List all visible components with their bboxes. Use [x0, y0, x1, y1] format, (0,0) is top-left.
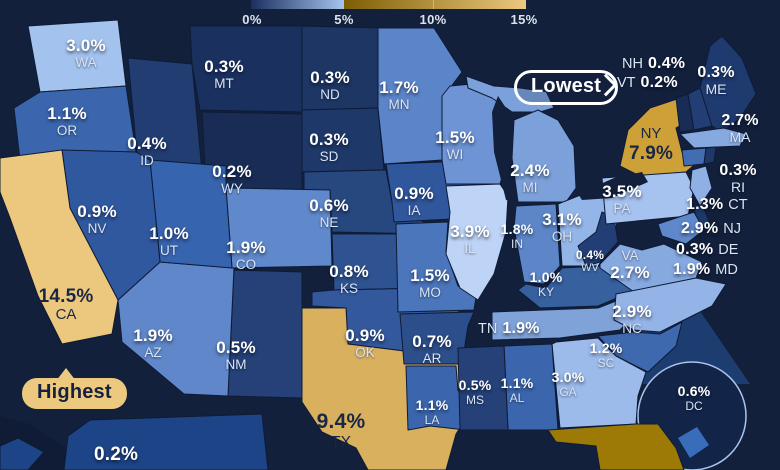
state-label-ky: 1.0% KY	[529, 269, 563, 299]
lowest-callout: Lowest	[514, 70, 619, 105]
state-label-md: 1.9% MD	[673, 261, 738, 278]
state-label-ny: NY 7.9%	[628, 125, 674, 164]
state-shape-ak	[63, 413, 269, 470]
state-label-ak: 0.2%	[93, 444, 139, 465]
state-label-al: 1.1% AL	[500, 375, 534, 405]
state-shape-nm	[227, 269, 303, 399]
state-label-ri: 0.3% RI	[719, 162, 757, 195]
state-label-ut: 1.0% UT	[149, 224, 189, 259]
state-label-nm: 0.5% NM	[216, 338, 256, 373]
state-label-sc: 1.2% SC	[589, 340, 623, 370]
state-label-ks: 0.8% KS	[329, 262, 369, 297]
state-label-nj: 2.9% NJ	[681, 220, 742, 237]
state-label-mt: 0.3% MT	[204, 57, 244, 92]
state-shape-ct	[681, 147, 707, 167]
state-label-dc: 0.6% DC	[677, 383, 711, 413]
state-label-ne: 0.6% NE	[309, 196, 349, 231]
state-label-sd: 0.3% SD	[309, 130, 349, 165]
state-shape-nc	[613, 277, 727, 333]
state-label-wi: 1.5% WI	[435, 128, 475, 163]
state-label-ma: 2.7% MA	[721, 112, 759, 145]
state-shape-mt	[189, 25, 303, 113]
state-label-de: 0.3% DE	[676, 241, 739, 258]
state-label-tx: 9.4% TX	[316, 410, 366, 451]
state-shape-in	[513, 203, 561, 285]
state-shape-ma	[679, 127, 747, 149]
state-shape-va	[599, 243, 703, 293]
state-label-nc: 2.9% NC	[612, 302, 652, 337]
state-label-pa: 3.5% PA	[602, 182, 642, 217]
state-label-co: 1.9% CO	[226, 238, 266, 273]
state-shape-nj	[689, 165, 713, 207]
highest-callout: Highest	[22, 378, 127, 409]
state-label-wv: 0.4% WV	[575, 248, 605, 275]
dc-shape	[678, 427, 709, 458]
state-shape-fl	[547, 423, 685, 470]
state-label-oh: 3.1% OH	[542, 210, 582, 245]
state-shape-ar	[399, 311, 475, 365]
state-label-id: 0.4% ID	[127, 134, 167, 169]
state-label-wa: 3.0% WA	[66, 36, 106, 71]
state-label-az: 1.9% AZ	[133, 326, 173, 361]
legend-tick-0: 0%	[242, 12, 262, 27]
state-label-ar: 0.7% AR	[412, 332, 452, 367]
legend-bar	[251, 0, 526, 9]
state-label-wy: 0.2% WY	[212, 162, 252, 197]
state-label-vt: VT 0.2%	[617, 74, 678, 91]
lake-michigan	[492, 96, 518, 202]
state-shape-ga	[551, 337, 647, 429]
state-label-va: VA 2.7%	[610, 248, 650, 283]
ak-islands-shape	[0, 437, 45, 470]
state-label-nv: 0.9% NV	[77, 202, 117, 237]
state-label-mi: 2.4% MI	[510, 161, 550, 196]
state-label-nh: NH 0.4%	[622, 55, 686, 72]
legend-tick-15: 15%	[510, 12, 538, 27]
state-shape-md	[657, 211, 705, 245]
state-label-il: 3.9% IL	[450, 222, 490, 257]
legend-tick-5: 5%	[334, 12, 354, 27]
state-label-ga: 3.0% GA	[551, 369, 585, 399]
state-label-or: 1.1% OR	[47, 104, 87, 139]
state-label-ca: 14.5% CA	[38, 286, 94, 324]
state-label-ok: 0.9% OK	[345, 326, 385, 361]
state-label-ia: 0.9% IA	[394, 184, 434, 219]
state-shape-ri	[703, 146, 717, 165]
legend-gold-segment	[344, 0, 526, 9]
state-label-la: 1.1% LA	[415, 397, 449, 427]
state-label-me: 0.3% ME	[697, 64, 735, 97]
state-label-tn: TN 1.9%	[478, 320, 540, 337]
state-shape-me	[699, 35, 757, 133]
highest-callout-arrow-icon	[56, 368, 76, 381]
state-label-ms: 0.5% MS	[458, 377, 492, 407]
state-shape-wv	[577, 211, 619, 267]
state-label-mn: 1.7% MN	[379, 78, 419, 113]
state-label-nd: 0.3% ND	[310, 68, 350, 103]
state-label-mo: 1.5% MO	[410, 266, 450, 301]
legend-blue-segment	[251, 0, 344, 9]
lake-erie	[578, 172, 648, 200]
state-shape-ms	[457, 345, 509, 431]
state-shape-ca	[0, 149, 119, 345]
legend-tick-mark	[433, 0, 434, 9]
legend-tick-10: 10%	[419, 12, 447, 27]
state-label-in: 1.8% IN	[500, 221, 534, 251]
state-label-ct: 1.3% CT	[686, 196, 748, 213]
